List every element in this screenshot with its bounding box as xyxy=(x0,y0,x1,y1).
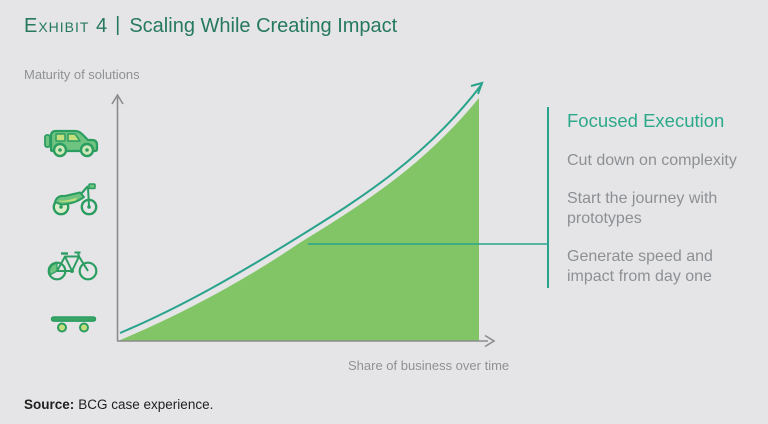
exhibit-title: Exhibit 4 | Scaling While Creating Impact xyxy=(24,14,397,38)
bicycle-icon xyxy=(47,251,98,281)
exhibit-number: Exhibit 4 xyxy=(24,15,109,37)
motorcycle-icon xyxy=(52,183,98,216)
x-axis-arrowhead xyxy=(484,334,496,348)
panel-item: Generate speed and impact from day one xyxy=(567,248,713,285)
source-note: Source: BCG case experience. xyxy=(24,397,213,412)
growth-curve-arrowhead xyxy=(470,81,484,95)
panel-item: Cut down on complexity xyxy=(567,152,737,169)
panel-heading: Focused Execution xyxy=(567,110,725,131)
share-area xyxy=(118,98,479,341)
growth-curve xyxy=(119,83,483,334)
y-axis-arrowhead xyxy=(111,93,124,105)
x-axis-label: Share of business over time xyxy=(348,358,510,373)
car-icon xyxy=(44,129,99,158)
source-text: BCG case experience. xyxy=(78,397,214,412)
title-text: Scaling While Creating Impact xyxy=(129,15,398,37)
panel-item: Start the journey with prototypes xyxy=(567,190,718,227)
title-separator: | xyxy=(115,14,121,36)
skateboard-icon xyxy=(50,316,97,333)
y-axis-label: Maturity of solutions xyxy=(24,67,140,82)
focused-execution-panel: Focused Execution Cut down on complexity… xyxy=(567,110,747,305)
source-label: Source: xyxy=(24,397,75,412)
